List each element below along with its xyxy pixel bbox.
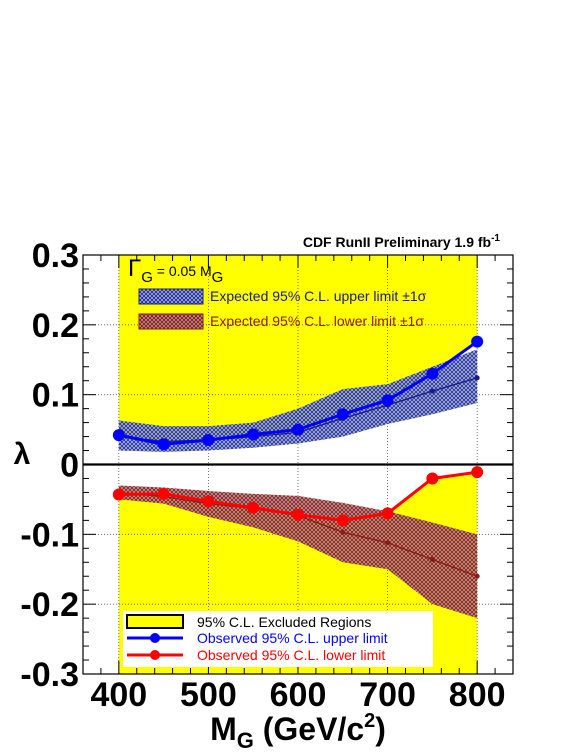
observed-lower-point [292, 508, 304, 521]
observed-upper-point [471, 335, 484, 348]
axis-ticks [83, 254, 513, 675]
expected-median-point [429, 388, 435, 394]
y-tick-label: -0.1 [20, 516, 79, 554]
expected-median-point [385, 540, 391, 546]
y-tick-label: 0.2 [32, 307, 79, 345]
expected-median-point [340, 529, 346, 535]
observed-upper-point [157, 438, 170, 451]
width-annotation: ΓG = 0.05 MG [128, 255, 223, 286]
x-tick-label: 600 [270, 676, 327, 714]
tick-labels: 400 500 600 700 800 0.3 0.2 0.1 0 -0.1 -0.2 -0.3 [20, 237, 505, 714]
observed-upper-point [381, 394, 394, 407]
observed-upper-point [112, 429, 125, 442]
x-tick-label: 700 [359, 676, 416, 714]
y-tick-label: 0.1 [32, 377, 79, 415]
x-tick-label: 500 [180, 676, 237, 714]
x-axis-label: MG (GeV/c2) [210, 710, 386, 752]
observed-lower-point [381, 507, 394, 520]
observed-upper-point [426, 367, 439, 380]
expected-median-point [474, 375, 480, 381]
y-tick-label: 0 [60, 447, 79, 485]
legend-label-observed-lower: Observed 95% C.L. lower limit [197, 647, 385, 663]
legend-label-observed-upper: Observed 95% C.L. upper limit [197, 630, 388, 646]
legend-label-expected-upper: Expected 95% C.L. upper limit ±1σ [210, 288, 427, 304]
x-tick-label: 400 [90, 676, 147, 714]
legend-swatch-expected-lower [138, 313, 204, 330]
legend-swatch-expected-upper [138, 288, 204, 305]
y-axis-label: λ [14, 438, 31, 471]
observed-lower-point [247, 501, 260, 514]
legend-marker-observed-upper [150, 633, 160, 643]
observed-upper-point [202, 434, 215, 447]
observed-lower-point [471, 466, 484, 479]
observed-lower-point [426, 472, 439, 485]
chart-title: CDF RunII Preliminary 1.9 fb-1 [303, 233, 501, 250]
legend-swatch-excluded [126, 614, 184, 629]
observed-upper-point [292, 423, 304, 436]
observed-lower-point [202, 495, 215, 508]
observed-lower-point [112, 488, 125, 501]
legend-label-excluded: 95% C.L. Excluded Regions [197, 614, 371, 630]
observed-limits [112, 335, 484, 527]
observed-upper-point [247, 428, 260, 441]
y-tick-label: 0.3 [32, 237, 79, 275]
legend-label-expected-lower: Expected 95% C.L. lower limit ±1σ [210, 313, 424, 329]
x-tick-label: 800 [449, 676, 506, 714]
legend-bottom: 95% C.L. Excluded Regions Observed 95% C… [123, 611, 433, 667]
expected-median-point [429, 556, 435, 562]
expected-upper-band [118, 349, 478, 452]
legend-marker-observed-lower [150, 650, 160, 660]
legend-top: Expected 95% C.L. upper limit ±1σ Expect… [138, 288, 427, 330]
observed-upper-point [336, 408, 349, 421]
observed-lower-point [157, 487, 170, 500]
grid [83, 254, 513, 675]
y-tick-label: -0.2 [20, 586, 79, 624]
expected-median-point [474, 573, 480, 579]
observed-lower-point [336, 514, 349, 527]
y-tick-label: -0.3 [20, 656, 79, 694]
